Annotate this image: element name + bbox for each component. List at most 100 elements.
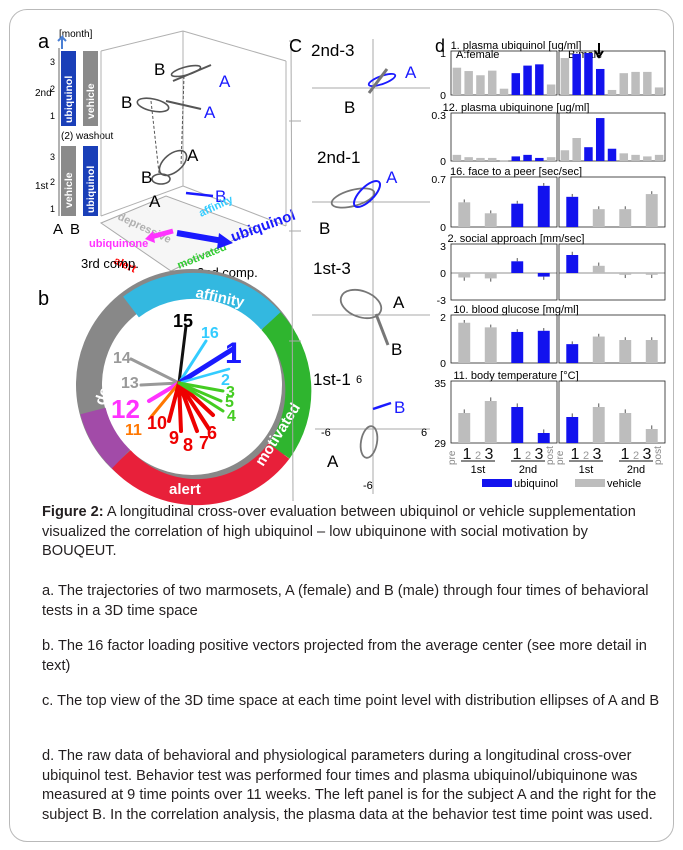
subject-b-label: B — [70, 221, 80, 238]
bar-1-0-5 — [511, 156, 521, 161]
bar-2-0-0 — [458, 202, 471, 227]
bar-1-1-0 — [560, 150, 570, 161]
chart-title-2: 16. face to a peer [sec/sec] — [450, 166, 582, 178]
tick-2nd-3: 3 — [50, 57, 55, 67]
a-pt-b3: B — [141, 168, 152, 187]
plot-frame-5-0 — [450, 380, 558, 444]
plot-frame-3-1 — [558, 243, 666, 301]
bar-2-1-2 — [619, 209, 632, 227]
ytick-1-0: 0.3 — [431, 110, 446, 122]
bar-0-0-1 — [464, 71, 473, 95]
bar-1-0-2 — [476, 157, 485, 161]
x-period-1-1: 1st — [579, 464, 594, 476]
bar-5-0-2 — [511, 407, 524, 443]
bar-1-0-4 — [499, 160, 509, 162]
bar-0-1-8 — [654, 87, 664, 95]
x-tick-1-1: 2 — [583, 450, 589, 462]
panel-b: b depressive affinity motivated alert — [38, 269, 312, 506]
bar-vehicle-1st-a — [61, 146, 76, 216]
bar-5-1-1 — [592, 407, 605, 443]
c-tick-right: 6 — [421, 427, 427, 439]
label-vehicle-2nd: vehicle — [85, 83, 97, 119]
caption-text: A longitudinal cross-over evaluation bet… — [42, 504, 636, 559]
figure-caption: Figure 2: A longitudinal cross-over eval… — [42, 503, 664, 562]
bar-vehicle-2nd-b — [83, 51, 98, 126]
bar-1-1-6 — [631, 154, 640, 161]
x-tick-1-2: 3 — [593, 446, 602, 463]
vec-11: 11 — [125, 422, 142, 439]
caption-title: Figure 2: — [42, 504, 104, 520]
bar-0-0-7 — [535, 64, 544, 95]
tick-1st-1: 1 — [50, 204, 55, 214]
bar-0-1-0 — [560, 58, 570, 95]
a-pt-a1: A — [219, 72, 231, 91]
vec-1: 1 — [225, 337, 242, 370]
bar-1-0-0 — [452, 154, 462, 161]
panel-c-letter: C — [289, 36, 302, 56]
bar-1-1-5 — [619, 153, 629, 161]
bar-0-0-2 — [476, 75, 485, 95]
figure-frame: a [month] (2) washout 2nd 1st 3 2 1 3 2 … — [9, 9, 674, 842]
axis-3rd-comp: 3rd comp. — [81, 256, 139, 271]
level-2nd-1: 2nd-1 — [317, 148, 360, 167]
panel-d-letter: d — [435, 36, 445, 56]
bar-0-0-3 — [487, 70, 497, 95]
washout-arrow-icon — [594, 43, 604, 59]
ytick-5-1: 29 — [434, 438, 446, 450]
chart-title-0: 1. plasma ubiquinol [ug/ml] — [451, 40, 582, 52]
x-tick-0-3: 1 — [513, 446, 522, 463]
period-2nd-label: 2nd — [35, 88, 52, 99]
bar-ubiquinol-2nd-a — [61, 51, 76, 126]
level-2nd-3: 2nd-3 — [311, 41, 354, 60]
caption-note-a: a. The trajectories of two marmosets, A … — [42, 583, 649, 619]
bar-0-0-4 — [499, 88, 509, 95]
x-pre-0: pre — [447, 450, 458, 465]
bar-5-0-0 — [458, 413, 471, 443]
panel-b-letter: b — [38, 288, 49, 310]
vec-12: 12 — [111, 394, 140, 424]
vec-13: 13 — [121, 375, 139, 392]
bar-1-0-1 — [464, 157, 473, 161]
ytick-3-0: 3 — [440, 241, 446, 253]
x-post-1: post — [653, 446, 664, 465]
bar-4-1-1 — [592, 336, 605, 363]
bar-3-0-0 — [458, 273, 471, 278]
vec-5: 5 — [225, 394, 234, 411]
subject-a-label: A — [53, 221, 63, 238]
plot-frame-3-0 — [450, 243, 558, 301]
vec-3: 3 — [226, 384, 235, 401]
vec-9: 9 — [169, 428, 179, 448]
bar-2-0-2 — [511, 203, 524, 227]
month-label: [month] — [59, 29, 93, 40]
label-vehicle-1st: vehicle — [63, 172, 75, 208]
x-tick-0-0: 1 — [463, 446, 472, 463]
a-pt-a2: A — [204, 103, 216, 122]
x-pre-1: pre — [555, 450, 566, 465]
bar-4-0-0 — [458, 322, 471, 363]
x-tick-0-1: 2 — [475, 450, 481, 462]
ytick-3-1: 0 — [440, 268, 446, 280]
arrow-up-icon — [57, 34, 67, 49]
chart-title-4: 10. blood glucose [mg/ml] — [453, 304, 578, 316]
vec-8: 8 — [183, 435, 193, 455]
c-pt-b1: B — [344, 98, 355, 117]
a-pt-b4: B — [215, 187, 226, 206]
bar-4-0-3 — [537, 330, 550, 363]
ytick-3-2: -3 — [437, 295, 446, 307]
c-tick-bottom: -6 — [363, 480, 373, 492]
a-pt-a4: A — [149, 192, 161, 211]
x-tick-1-5: 3 — [643, 446, 652, 463]
ytick-2-0: 0.7 — [431, 174, 446, 186]
x-tick-0-4: 2 — [525, 450, 531, 462]
bar-3-1-1 — [592, 265, 605, 273]
bar-2-0-1 — [484, 213, 497, 227]
bar-5-1-3 — [645, 429, 658, 443]
label-ubiquinol-1st: ubiquinol — [85, 166, 97, 213]
bar-1-1-4 — [607, 148, 617, 161]
bar-4-0-2 — [511, 331, 524, 363]
bar-ubiquinol-1st-b — [83, 146, 98, 216]
a-pt-b2: B — [121, 93, 132, 112]
bar-1-0-6 — [523, 154, 532, 161]
tick-2nd-2: 2 — [50, 84, 55, 94]
trajectory-b — [150, 100, 160, 174]
